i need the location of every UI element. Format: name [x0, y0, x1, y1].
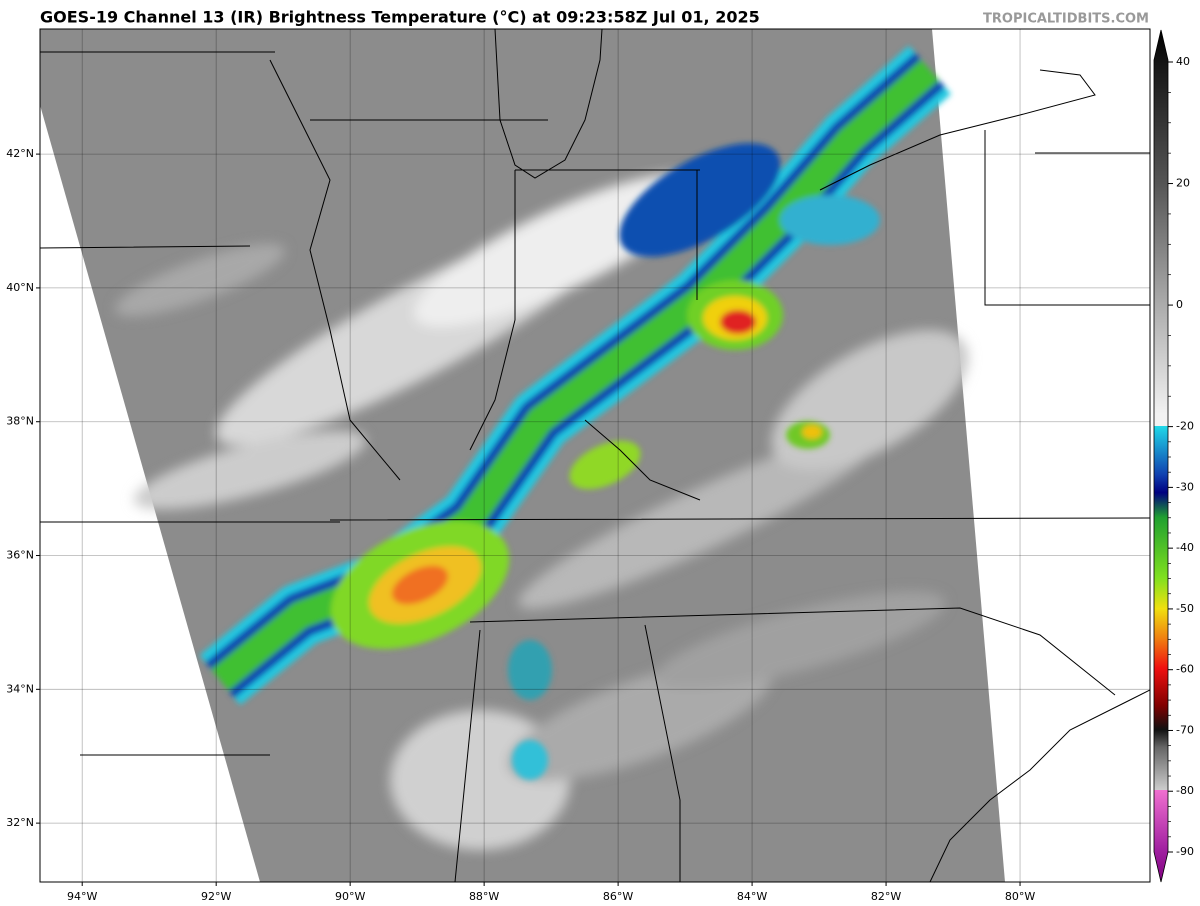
colorbar-label: -40	[1176, 541, 1194, 554]
map-frame	[39, 28, 1151, 883]
lat-label: 38°N	[6, 415, 34, 428]
colorbar: 40 20 0 -20 -30 -40 -50 -60 -70 -80 -90	[1153, 29, 1194, 883]
borders	[40, 29, 1150, 882]
colorbar-label: -80	[1176, 784, 1194, 797]
lon-label: 84°W	[737, 890, 767, 903]
colorbar-label: -50	[1176, 602, 1194, 615]
colorbar-label: -30	[1176, 480, 1194, 493]
lon-label: 82°W	[871, 890, 901, 903]
imagery	[40, 29, 1150, 882]
lat-label: 40°N	[6, 281, 34, 294]
colorbar-label: -60	[1176, 663, 1194, 676]
colorbar-label: 40	[1176, 55, 1190, 68]
colorbar-label: -90	[1176, 845, 1194, 858]
colorbar-bar	[1153, 29, 1169, 883]
lon-label: 88°W	[469, 890, 499, 903]
lat-label: 32°N	[6, 816, 34, 829]
colorbar-label: 0	[1176, 298, 1183, 311]
lon-label: 86°W	[603, 890, 633, 903]
lon-label: 92°W	[201, 890, 231, 903]
colorbar-label: -20	[1176, 420, 1194, 433]
lat-label: 36°N	[6, 549, 34, 562]
colorbar-label: 20	[1176, 177, 1190, 190]
lon-label: 90°W	[335, 890, 365, 903]
graticule	[40, 29, 1150, 882]
lon-label: 80°W	[1005, 890, 1035, 903]
colorbar-label: -70	[1176, 723, 1194, 736]
title: GOES-19 Channel 13 (IR) Brightness Tempe…	[40, 8, 760, 27]
storm-band	[199, 45, 952, 780]
lat-label: 42°N	[6, 147, 34, 160]
lat-label: 34°N	[6, 682, 34, 695]
credit: TROPICALTIDBITS.COM	[983, 12, 1149, 27]
lon-label: 94°W	[67, 890, 97, 903]
